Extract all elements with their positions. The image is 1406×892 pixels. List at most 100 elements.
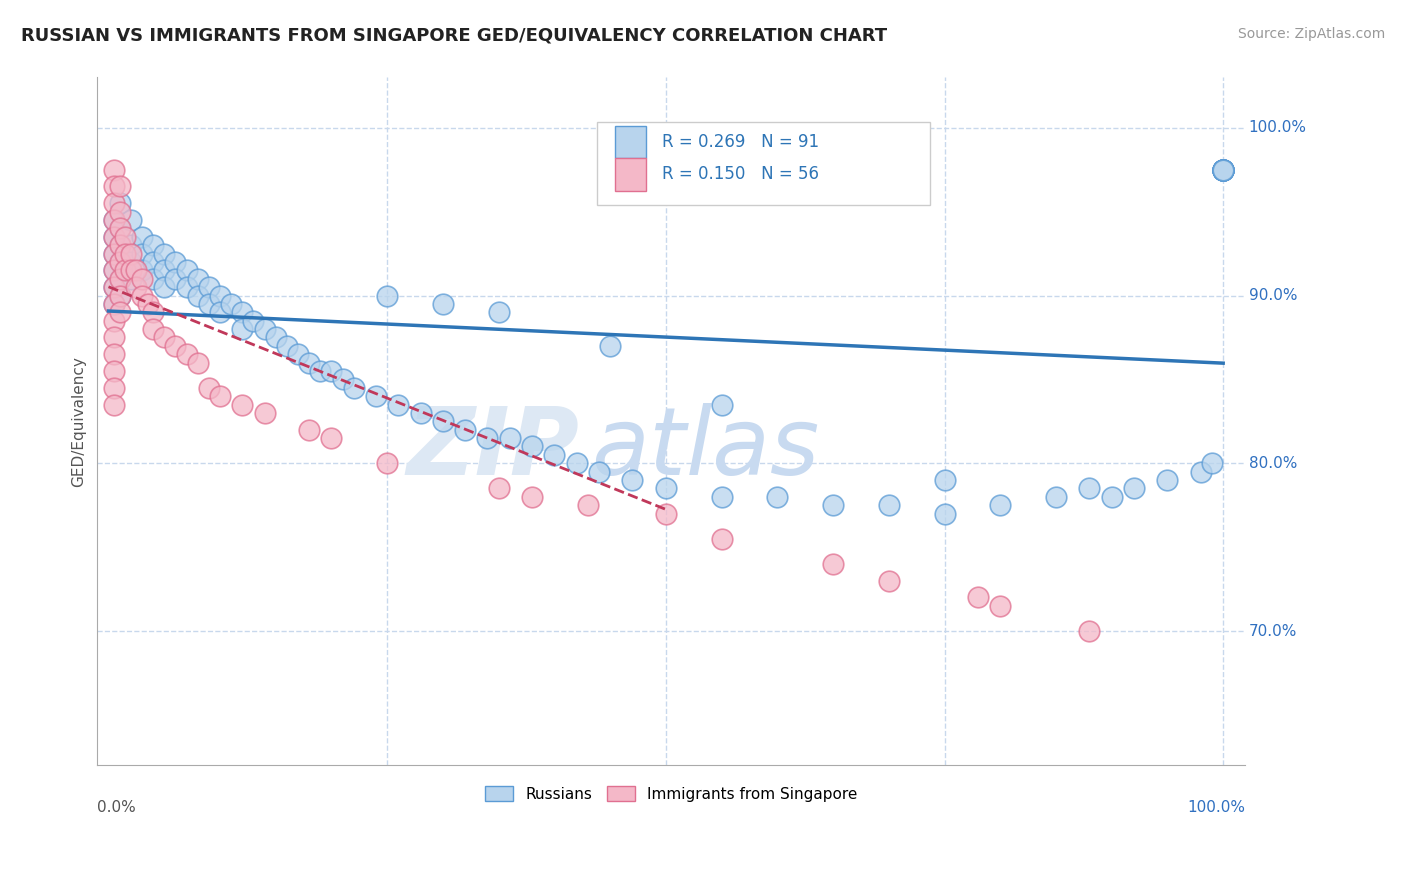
Point: [103, 297, 125, 311]
Point: [242, 314, 264, 328]
Point: [176, 347, 198, 361]
Point: [103, 246, 125, 260]
Point: [565, 456, 588, 470]
Text: RUSSIAN VS IMMIGRANTS FROM SINGAPORE GED/EQUIVALENCY CORRELATION CHART: RUSSIAN VS IMMIGRANTS FROM SINGAPORE GED…: [21, 27, 887, 45]
Point: [543, 448, 565, 462]
Text: Source: ZipAtlas.com: Source: ZipAtlas.com: [1237, 27, 1385, 41]
Legend: Russians, Immigrants from Singapore: Russians, Immigrants from Singapore: [478, 778, 865, 809]
Point: [198, 280, 221, 294]
Point: [520, 440, 543, 454]
Point: [877, 498, 900, 512]
Point: [103, 330, 125, 344]
Point: [710, 490, 733, 504]
Point: [343, 381, 366, 395]
Point: [1201, 456, 1223, 470]
Point: [309, 364, 332, 378]
Point: [934, 473, 956, 487]
Point: [409, 406, 432, 420]
Point: [131, 246, 153, 260]
Point: [988, 498, 1011, 512]
Point: [108, 305, 131, 319]
Text: R = 0.269   N = 91: R = 0.269 N = 91: [662, 133, 820, 151]
Point: [103, 263, 125, 277]
Point: [198, 297, 221, 311]
Point: [1212, 162, 1234, 177]
Point: [877, 574, 900, 588]
Point: [1212, 162, 1234, 177]
Point: [103, 162, 125, 177]
Point: [120, 238, 142, 252]
Point: [321, 431, 343, 445]
Point: [655, 482, 678, 496]
Text: 90.0%: 90.0%: [1249, 288, 1298, 303]
Point: [321, 364, 343, 378]
Point: [108, 288, 131, 302]
Text: 100.0%: 100.0%: [1188, 799, 1246, 814]
Point: [136, 297, 159, 311]
Point: [488, 482, 510, 496]
Point: [364, 389, 387, 403]
Point: [108, 238, 131, 252]
Point: [120, 246, 142, 260]
Point: [103, 229, 125, 244]
Point: [142, 271, 165, 285]
Point: [1212, 162, 1234, 177]
Point: [821, 498, 844, 512]
Point: [208, 288, 231, 302]
Point: [103, 381, 125, 395]
Point: [108, 255, 131, 269]
Point: [114, 229, 136, 244]
Point: [176, 263, 198, 277]
FancyBboxPatch shape: [616, 158, 647, 191]
Point: [1212, 162, 1234, 177]
Point: [264, 330, 287, 344]
Point: [103, 213, 125, 227]
Point: [153, 263, 176, 277]
Point: [276, 339, 298, 353]
Point: [108, 271, 131, 285]
Point: [1101, 490, 1123, 504]
Point: [120, 255, 142, 269]
Point: [298, 423, 321, 437]
Point: [588, 465, 610, 479]
Point: [103, 280, 125, 294]
Point: [231, 398, 253, 412]
Point: [231, 305, 253, 319]
Point: [153, 280, 176, 294]
Point: [198, 381, 221, 395]
FancyBboxPatch shape: [616, 126, 647, 158]
Point: [375, 288, 398, 302]
Point: [1078, 482, 1101, 496]
Point: [967, 591, 990, 605]
Point: [103, 297, 125, 311]
Point: [108, 221, 131, 235]
Point: [142, 238, 165, 252]
Point: [208, 389, 231, 403]
Point: [153, 246, 176, 260]
Point: [120, 263, 142, 277]
Point: [142, 255, 165, 269]
Point: [219, 297, 242, 311]
Point: [710, 398, 733, 412]
Point: [432, 297, 454, 311]
Text: atlas: atlas: [591, 403, 820, 494]
Point: [821, 557, 844, 571]
Text: 70.0%: 70.0%: [1249, 624, 1298, 639]
Point: [520, 490, 543, 504]
Point: [231, 322, 253, 336]
Point: [142, 322, 165, 336]
Point: [1212, 162, 1234, 177]
Point: [131, 229, 153, 244]
Point: [120, 213, 142, 227]
Point: [103, 398, 125, 412]
Point: [187, 288, 209, 302]
Text: 100.0%: 100.0%: [1249, 120, 1306, 136]
Point: [165, 271, 187, 285]
Point: [103, 229, 125, 244]
Text: 80.0%: 80.0%: [1249, 456, 1298, 471]
Point: [1212, 162, 1234, 177]
Point: [103, 314, 125, 328]
Point: [114, 246, 136, 260]
Point: [131, 263, 153, 277]
Text: ZIP: ZIP: [406, 403, 579, 495]
